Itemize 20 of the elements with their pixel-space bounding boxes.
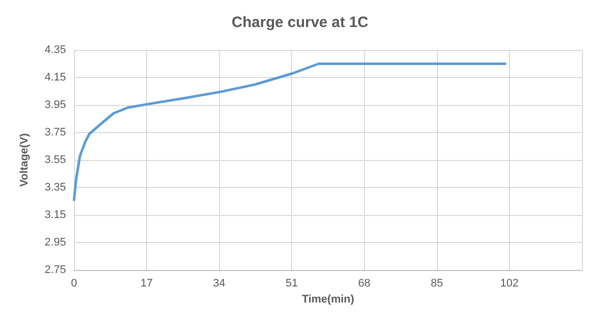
x-tick-label: 68: [358, 278, 370, 290]
x-tick-label: 51: [286, 278, 298, 290]
y-tick-label: 4.15: [44, 72, 66, 84]
y-tick-label: 2.75: [44, 264, 66, 276]
x-tick-label: 85: [430, 278, 443, 290]
y-tick-label: 3.55: [44, 154, 66, 166]
x-tick-label: 102: [500, 278, 519, 290]
y-axis-title: Voltage(V): [18, 132, 30, 187]
chart-title: Charge curve at 1C: [232, 14, 369, 31]
y-tick-label: 3.75: [44, 126, 66, 138]
x-tick-label: 34: [213, 278, 226, 290]
y-tick-label: 3.15: [44, 209, 66, 221]
x-axis-title: Time(min): [302, 293, 355, 306]
y-tick-label: 3.35: [44, 182, 66, 194]
x-tick-label: 17: [140, 278, 153, 290]
y-tick-label: 3.95: [44, 99, 66, 111]
y-tick-label: 4.35: [44, 44, 66, 56]
x-tick-label: 0: [70, 278, 78, 290]
line-series: [72, 62, 506, 202]
y-tick-label: 2.95: [44, 236, 66, 248]
